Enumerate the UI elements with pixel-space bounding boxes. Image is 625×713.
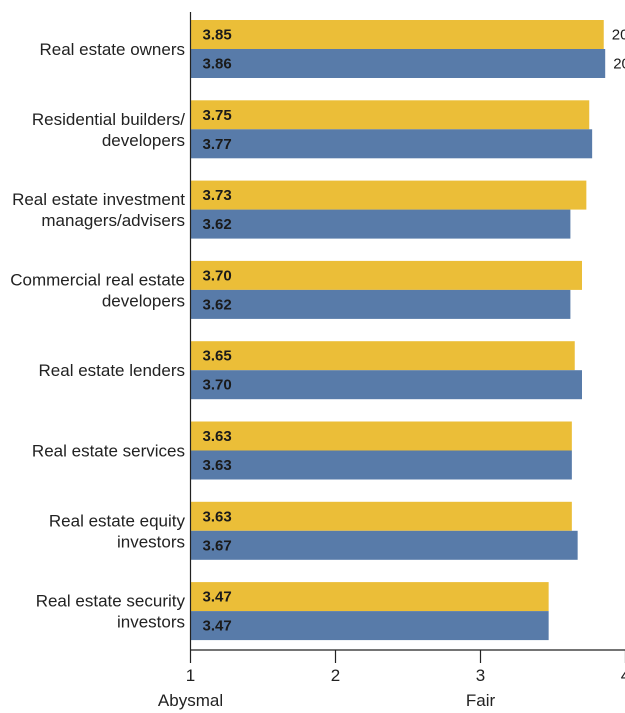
- category-label-4-line-1: Commercial real estate: [10, 270, 185, 289]
- category-label-8-line-1: Real estate security: [36, 592, 186, 611]
- bar-2018-5: [191, 370, 583, 399]
- bar-2019-6: [191, 422, 572, 451]
- bar-2018-3: [191, 210, 571, 239]
- value-label-2018-7: 3.67: [203, 537, 232, 554]
- value-label-2019-3: 3.73: [203, 187, 232, 204]
- bar-2018-7: [191, 531, 578, 560]
- category-label-1: Real estate owners: [39, 40, 185, 59]
- value-label-2019-6: 3.63: [203, 428, 232, 445]
- value-label-2019-2: 3.75: [203, 107, 232, 124]
- category-label-2-line-2: developers: [102, 131, 185, 150]
- bar-2019-7: [191, 502, 572, 531]
- bar-2019-2: [191, 100, 590, 129]
- bar-2018-2: [191, 129, 593, 158]
- legend-label-2018: 2018: [613, 56, 625, 73]
- value-label-2018-4: 3.62: [203, 296, 232, 313]
- value-label-2018-1: 3.86: [203, 56, 232, 73]
- value-label-2019-7: 3.63: [203, 508, 232, 525]
- bar-2019-5: [191, 341, 575, 370]
- category-label-4-line-2: developers: [102, 291, 185, 310]
- x-scale-word-abysmal: Abysmal: [158, 691, 223, 710]
- value-label-2019-5: 3.65: [203, 348, 232, 365]
- bar-2019-4: [191, 261, 583, 290]
- value-label-2019-1: 3.85: [203, 27, 232, 44]
- x-tick-label-2: 2: [331, 666, 340, 685]
- category-label-3-line-2: managers/advisers: [41, 211, 185, 230]
- category-label-6: Real estate services: [32, 442, 185, 461]
- value-label-2019-4: 3.70: [203, 267, 232, 284]
- x-tick-label-3: 3: [476, 666, 485, 685]
- value-label-2018-5: 3.70: [203, 377, 232, 394]
- x-scale-word-fair: Fair: [466, 691, 496, 710]
- bar-2018-4: [191, 290, 571, 319]
- category-label-5: Real estate lenders: [39, 361, 185, 380]
- value-label-2018-6: 3.63: [203, 457, 232, 474]
- x-tick-label-1: 1: [186, 666, 195, 685]
- bar-2019-8: [191, 582, 549, 611]
- category-label-3-line-1: Real estate investment: [12, 190, 185, 209]
- value-label-2019-8: 3.47: [203, 589, 232, 606]
- value-label-2018-2: 3.77: [203, 136, 232, 153]
- category-label-8-line-2: investors: [117, 613, 185, 632]
- x-tick-label-4: 4: [621, 666, 625, 685]
- category-label-7-line-2: investors: [117, 532, 185, 551]
- bar-2018-1: [191, 49, 606, 78]
- category-label-7-line-1: Real estate equity: [49, 511, 186, 530]
- category-label-2-line-1: Residential builders/: [32, 110, 185, 129]
- bar-2018-8: [191, 611, 549, 640]
- value-label-2018-8: 3.47: [203, 618, 232, 635]
- legend-label-2019: 2019: [612, 27, 625, 44]
- value-label-2018-3: 3.62: [203, 216, 232, 233]
- bar-2019-1: [191, 20, 604, 49]
- bar-2018-6: [191, 451, 572, 480]
- bar-2019-3: [191, 181, 587, 210]
